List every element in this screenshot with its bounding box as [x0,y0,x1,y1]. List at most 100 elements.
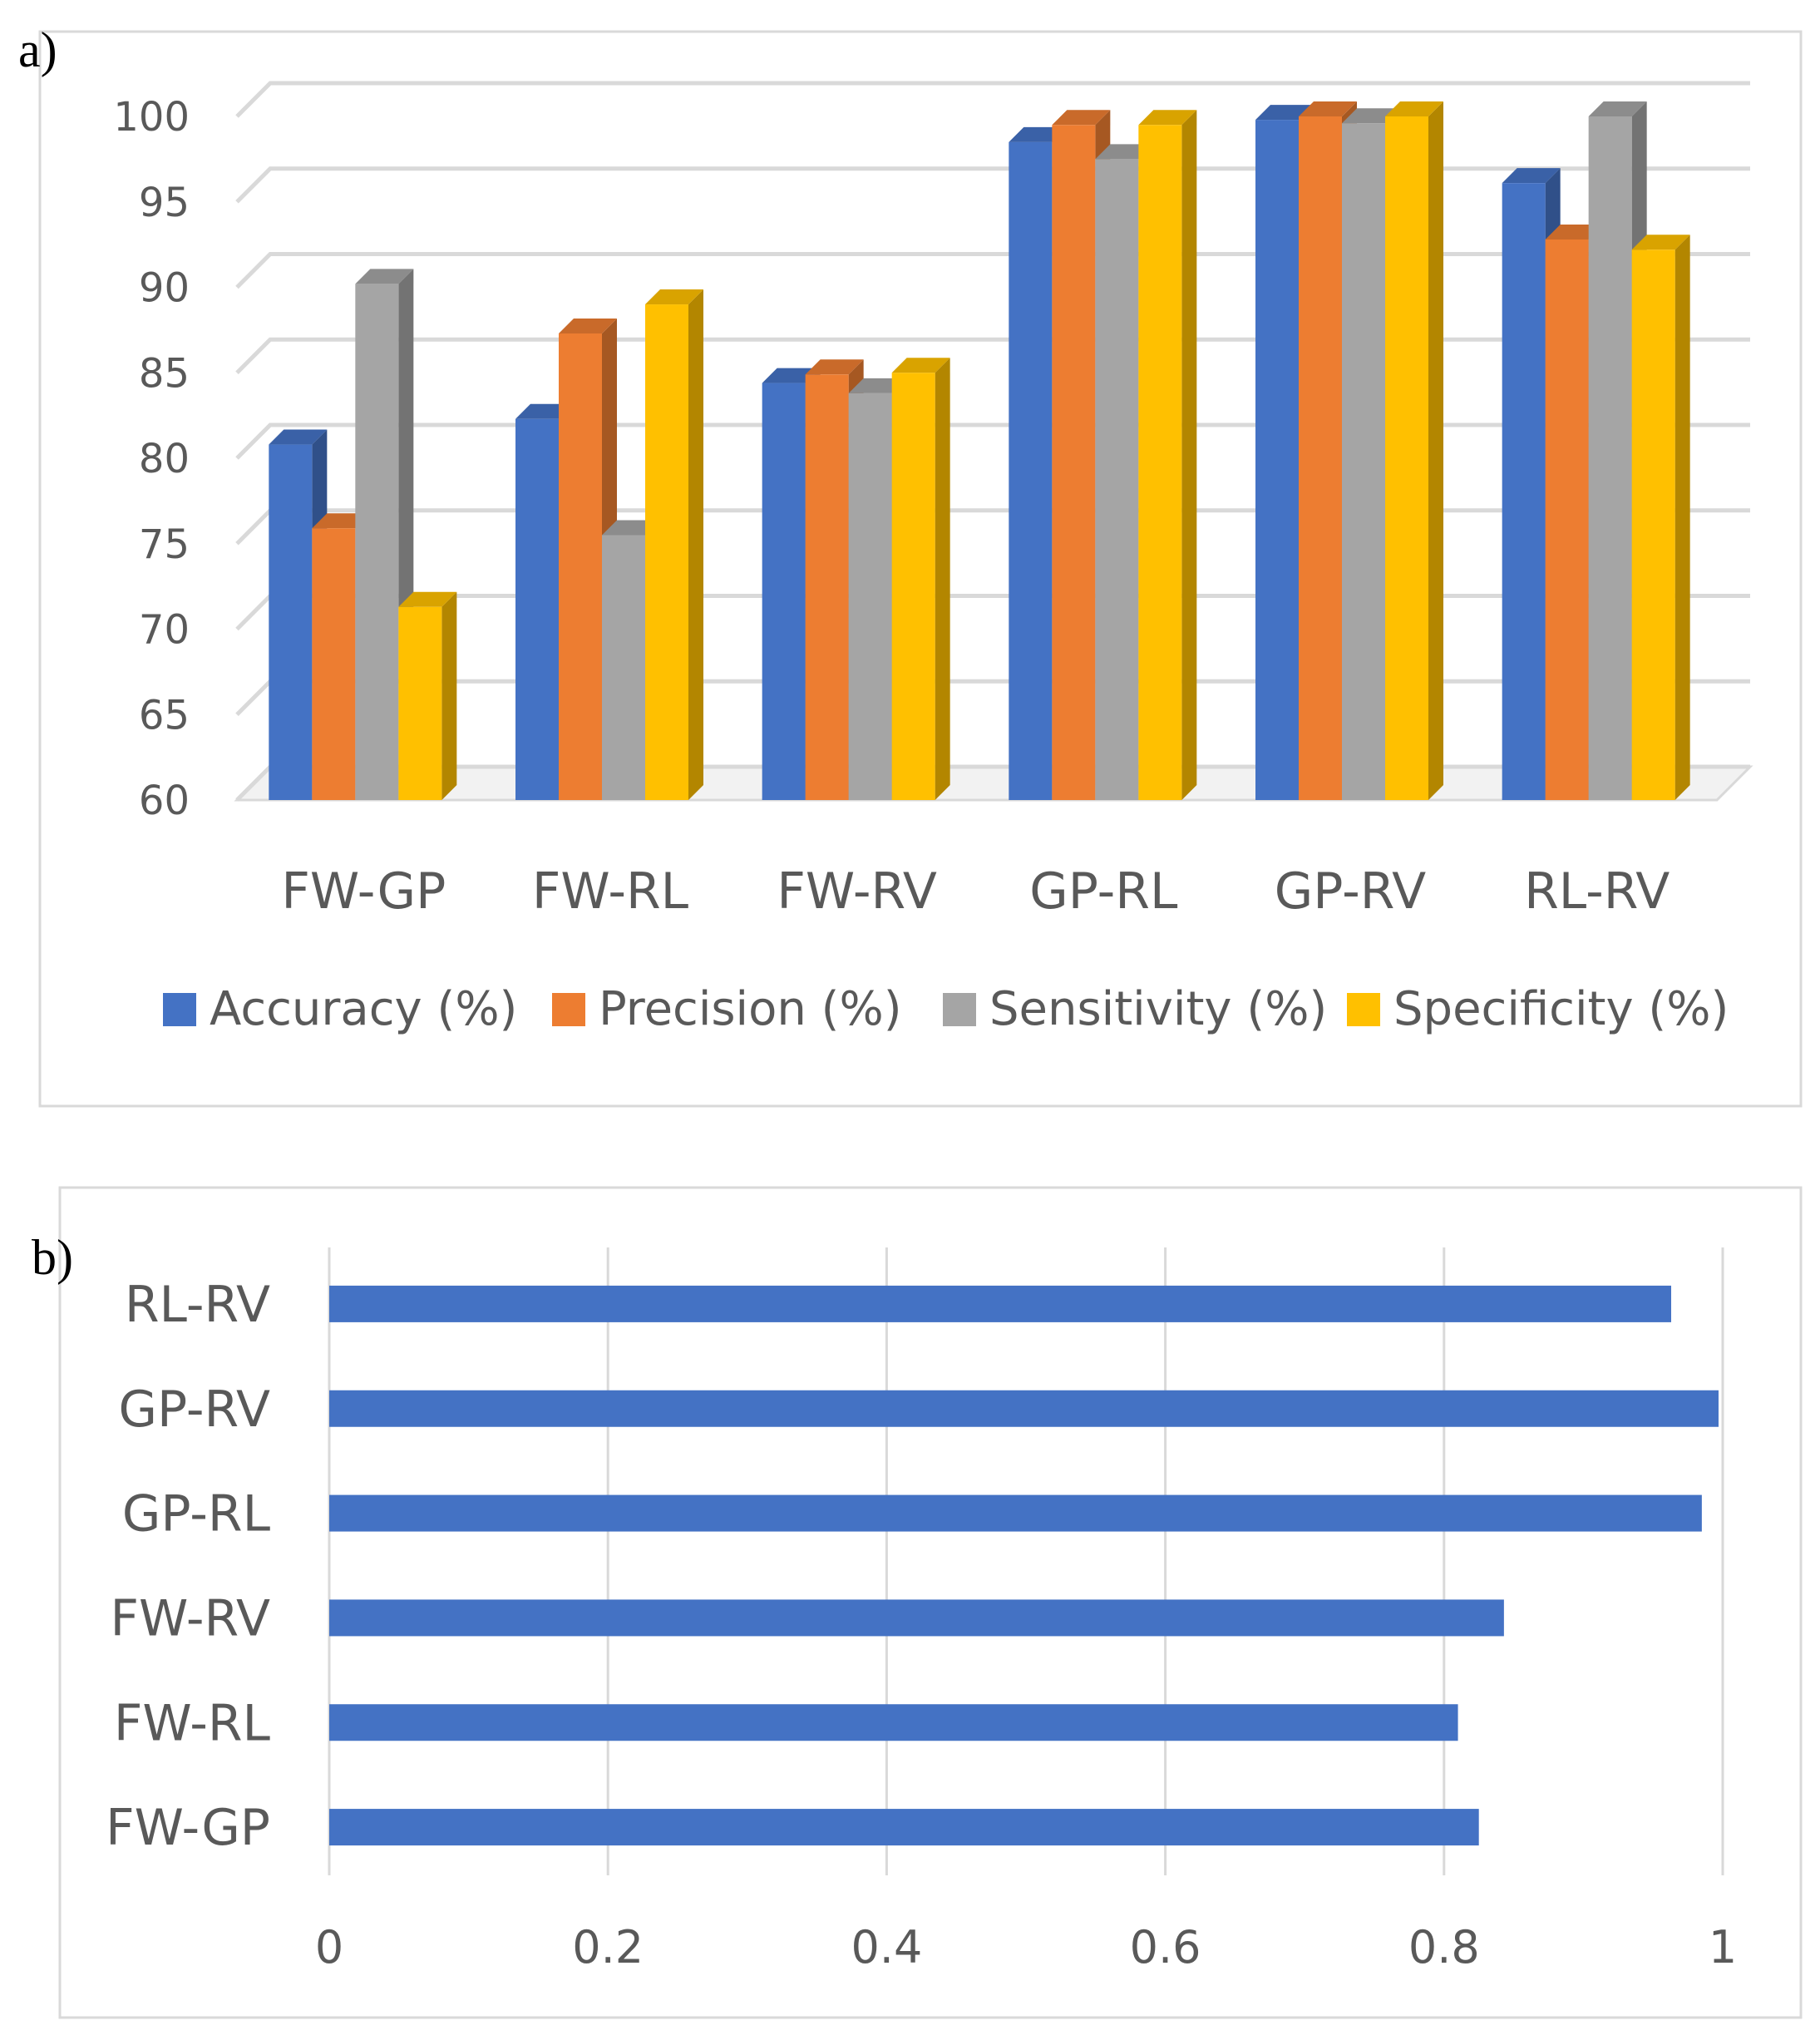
bar-top [1385,101,1443,116]
bar-top [645,289,703,305]
panel-a-label: a) [18,22,57,77]
bar-front [1009,141,1053,800]
bar-front [602,535,645,800]
bar-front [1385,116,1428,800]
bar-front [1095,159,1139,800]
bar-side [1428,101,1443,800]
bar-FW-RL-1 [559,318,617,800]
bar-front [1588,116,1632,800]
x-tick-label: 0.8 [1408,1921,1480,1973]
panel-b-label: b) [32,1230,73,1285]
y-tick-label: 100 [113,94,190,141]
bar-FW-RL-3 [645,289,703,800]
bar-top [1138,110,1197,126]
bar-front [1052,125,1096,800]
bar-front [1138,125,1182,800]
bar-top [398,591,457,607]
bar-front [1631,249,1675,800]
bar-front [355,284,399,800]
legend-label: Accuracy (%) [210,982,517,1036]
bar-front [848,393,892,800]
legend-swatch [163,993,196,1026]
bar-FW-RV-3 [891,358,950,800]
bar-top [805,359,864,375]
bar-front [559,333,602,800]
bar-top [355,269,414,284]
bar-side [935,358,950,800]
bar-top [1299,101,1357,116]
bar-RL-RV-3 [1631,235,1690,800]
panel-a-bars [269,101,1690,801]
bar-front [1299,116,1342,800]
bar-top [891,358,950,373]
y-tick-label: 85 [139,350,190,397]
y-category-label: FW-GP [106,1799,270,1857]
bar-FW-GP-2 [355,269,414,800]
bar-front [515,418,559,800]
bar-side [688,289,703,800]
bar-top [1588,101,1647,116]
panel-b-chart: b) RL-RV GP-RV GP-RL FW-RV FW-RL FW-GP 0 0.2 0.… [32,1186,1803,2019]
bar-top [1502,168,1561,184]
legend-swatch [943,993,976,1026]
x-category-label: GP-RL [1029,862,1178,921]
panel-b-x-axis: 0 0.2 0.4 0.6 0.8 1 [315,1921,1737,1973]
x-tick-label: 0.4 [851,1921,922,1973]
bar-front [1255,120,1299,801]
hbar-FW-GP [329,1809,1479,1846]
bar-side [1674,235,1690,800]
y-tick-label: 75 [139,521,190,568]
legend-swatch [552,993,585,1026]
panel-a-chart: a) 60 65 70 75 80 85 90 95 100 FW-GP FW-RL FW-RV GP… [18,22,1803,1108]
y-tick-label: 65 [139,692,190,738]
bar-FW-GP-3 [398,591,457,800]
legend-swatch [1347,993,1380,1026]
hbar-GP-RL [329,1494,1702,1532]
x-tick-label: 0.6 [1130,1921,1201,1973]
panel-b-gridlines [328,1247,1724,1875]
y-category-label: GP-RV [119,1381,270,1439]
bar-GP-RL-3 [1138,110,1197,800]
bar-GP-RV-3 [1385,101,1443,800]
legend-label: Specificity (%) [1393,982,1729,1036]
bar-front [398,606,442,800]
panel-a-y-axis: 60 65 70 75 80 85 90 95 100 [113,94,190,824]
gridline [235,81,1750,118]
bar-front [1342,123,1385,801]
bar-front [269,444,313,800]
x-tick-label: 0 [315,1921,343,1973]
bar-front [762,383,806,800]
y-category-label: FW-RL [114,1694,271,1752]
bar-side [1181,110,1197,800]
y-tick-label: 70 [139,607,190,654]
bar-front [645,304,688,800]
bar-top [559,318,617,333]
hbar-FW-RV [329,1599,1504,1637]
x-category-label: FW-RL [532,862,689,921]
bar-front [312,528,356,800]
bar-side [441,591,457,800]
panel-a-legend: Accuracy (%) Precision (%) Sensitivity (%)… [163,982,1729,1036]
x-category-label: RL-RV [1524,862,1670,921]
bar-front [805,374,849,800]
x-category-label: GP-RV [1275,862,1426,921]
legend-label: Sensitivity (%) [989,982,1327,1036]
y-tick-label: 80 [139,436,190,482]
y-tick-label: 60 [139,778,190,824]
hbar-GP-RV [329,1390,1719,1427]
x-category-label: FW-RV [777,862,937,921]
panel-b-bars [329,1285,1719,1846]
y-tick-label: 95 [139,180,190,226]
bar-top [269,429,328,445]
panel-b-y-axis: RL-RV GP-RV GP-RL FW-RV FW-RL FW-GP [106,1276,271,1857]
y-category-label: RL-RV [125,1276,270,1334]
y-tick-label: 90 [139,265,190,312]
legend-label: Precision (%) [599,982,902,1036]
bar-front [1545,239,1589,801]
bar-top [1052,110,1111,126]
bar-front [1502,183,1546,800]
bar-front [891,373,935,800]
hbar-RL-RV [329,1285,1671,1322]
x-tick-label: 1 [1709,1921,1737,1973]
